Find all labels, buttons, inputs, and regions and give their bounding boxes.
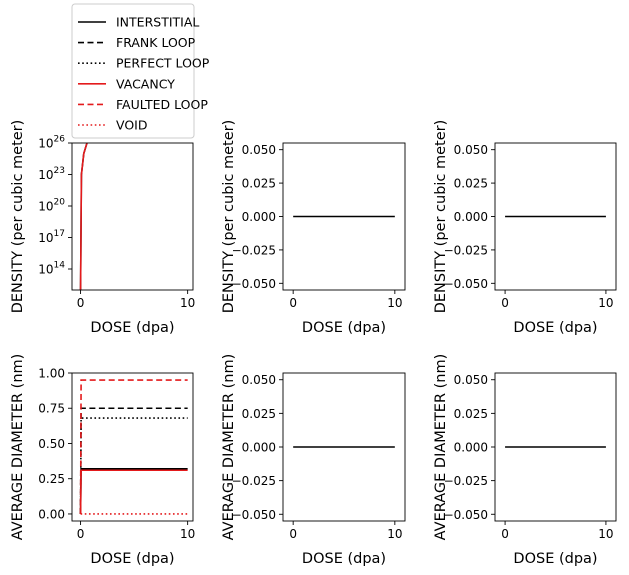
y-tick-label: 0.025 — [454, 177, 488, 191]
subplot-2: 0 10 0.050 0.025 0.000 −0.025 −0.050 DOSE (dpa)… — [221, 120, 406, 336]
y-tick-label: 0.025 — [242, 407, 276, 421]
y-tick-label: −0.025 — [232, 474, 276, 488]
y-tick-label: −0.050 — [232, 508, 276, 522]
y-axis-label: DENSITY (per cubic meter) — [221, 120, 237, 314]
series-line — [79, 417, 188, 514]
x-tick-label: 0 — [501, 296, 509, 310]
y-tick-label: 0.25 — [38, 472, 65, 486]
legend: INTERSTITIAL FRANK LOOP PERFECT LOOP VACANC… — [71, 3, 210, 139]
y-axis-label: AVERAGE DIAMETER (nm) — [10, 354, 26, 541]
x-tick-label: 0 — [77, 527, 85, 541]
plot-frame — [71, 372, 194, 522]
y-tick-label: 0.50 — [38, 437, 65, 451]
plot-area — [79, 143, 88, 290]
y-axis-label: DENSITY (per cubic meter) — [10, 120, 26, 314]
y-tick-label: 0.025 — [454, 407, 488, 421]
plot-area — [79, 379, 188, 515]
y-tick-label: 1017 — [38, 229, 65, 245]
legend-label: INTERSTITIAL — [116, 15, 199, 30]
y-tick-label: −0.025 — [232, 243, 276, 257]
x-axis-label: DOSE (dpa) — [302, 551, 386, 567]
x-axis-label: DOSE (dpa) — [302, 320, 386, 336]
y-axis-label: AVERAGE DIAMETER (nm) — [433, 354, 449, 541]
series-line — [79, 469, 188, 514]
x-tick-label: 10 — [598, 296, 613, 310]
x-axis-label: DOSE (dpa) — [513, 551, 597, 567]
y-tick-label: 0.000 — [242, 441, 276, 455]
series-line — [79, 143, 88, 290]
series-line — [79, 407, 188, 514]
y-tick-label: 1020 — [38, 198, 65, 214]
y-tick-label: 0.00 — [38, 507, 65, 521]
y-tick-label: 1014 — [38, 261, 65, 277]
x-tick-label: 10 — [598, 527, 613, 541]
legend-label: FAULTED LOOP — [116, 97, 208, 112]
x-tick-label: 0 — [501, 527, 509, 541]
plot-frame — [71, 142, 194, 291]
subplot-4: 0 10 0.00 0.25 0.50 0.75 1.00 DOSE (dpa) AVERAGE… — [10, 354, 195, 567]
x-axis-label: DOSE (dpa) — [90, 320, 174, 336]
x-tick-label: 10 — [387, 296, 402, 310]
y-tick-label: 0.000 — [454, 210, 488, 224]
legend-label: VOID — [116, 118, 147, 133]
y-tick-label: −0.050 — [444, 508, 488, 522]
y-tick-label: 0.050 — [242, 373, 276, 387]
x-tick-label: 0 — [289, 527, 297, 541]
x-tick-label: 10 — [180, 296, 195, 310]
subplot-6: 0 10 0.050 0.025 0.000 −0.025 −0.050 DOSE (dpa)… — [433, 354, 617, 567]
x-tick-label: 10 — [180, 527, 195, 541]
y-axis-label: DENSITY (per cubic meter) — [433, 120, 449, 314]
y-tick-label: 1026 — [38, 135, 65, 151]
legend-label: FRANK LOOP — [116, 35, 196, 50]
legend-label: VACANCY — [116, 76, 175, 91]
series-line — [79, 468, 188, 514]
subplot-3: 0 10 0.050 0.025 0.000 −0.025 −0.050 DOSE (dpa)… — [433, 120, 617, 336]
y-tick-label: 0.000 — [454, 441, 488, 455]
x-tick-label: 0 — [289, 296, 297, 310]
y-tick-label: 1023 — [38, 166, 65, 182]
x-tick-label: 10 — [387, 527, 402, 541]
y-axis-label: AVERAGE DIAMETER (nm) — [221, 354, 237, 541]
y-tick-label: 0.050 — [454, 373, 488, 387]
y-tick-label: 0.050 — [454, 143, 488, 157]
x-axis-label: DOSE (dpa) — [513, 320, 597, 336]
y-tick-label: 1.00 — [38, 367, 65, 381]
subplot-1: 0 10 1014 1017 1020 1023 1026 DOSE (dpa) DENSITY… — [10, 120, 195, 336]
y-tick-label: 0.75 — [38, 402, 65, 416]
y-tick-label: 0.050 — [242, 143, 276, 157]
y-tick-label: −0.025 — [444, 474, 488, 488]
y-tick-label: 0.000 — [242, 210, 276, 224]
legend-label: PERFECT LOOP — [116, 56, 210, 71]
x-axis-label: DOSE (dpa) — [90, 551, 174, 567]
x-tick-label: 0 — [77, 296, 85, 310]
y-tick-label: −0.050 — [232, 277, 276, 291]
y-tick-label: −0.025 — [444, 243, 488, 257]
subplot-5: 0 10 0.050 0.025 0.000 −0.025 −0.050 DOSE (dpa)… — [221, 354, 406, 567]
y-tick-label: −0.050 — [444, 277, 488, 291]
y-tick-label: 0.025 — [242, 177, 276, 191]
series-line — [79, 379, 188, 514]
